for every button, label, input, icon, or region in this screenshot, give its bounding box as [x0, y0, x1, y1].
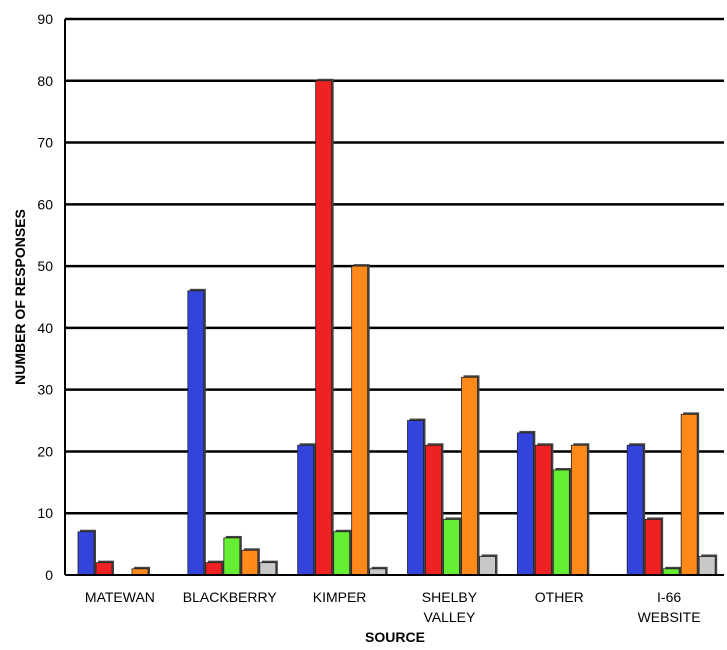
bar	[315, 80, 333, 576]
bar	[698, 556, 716, 576]
x-tick-label: OTHER	[535, 589, 584, 605]
x-tick-label: MATEWAN	[85, 589, 155, 605]
x-tick-label: I-66	[657, 589, 681, 605]
bar	[77, 531, 95, 576]
bar	[187, 290, 205, 576]
y-tick-label: 70	[37, 135, 53, 151]
bar	[644, 519, 662, 576]
y-tick-label: 30	[37, 382, 53, 398]
bar	[259, 562, 277, 576]
x-tick-label: BLACKBERRY	[183, 589, 278, 605]
bar	[534, 444, 552, 576]
y-tick-labels: 0 10 20 30 40 50 60 70 80 90	[37, 11, 53, 583]
bar	[95, 562, 113, 576]
bar	[680, 413, 698, 576]
y-tick-label: 80	[37, 73, 53, 89]
x-tick-label: WEBSITE	[638, 609, 701, 625]
bar	[407, 420, 424, 576]
bar	[297, 444, 315, 576]
bar	[479, 556, 496, 576]
bar	[205, 562, 223, 576]
bar	[443, 519, 460, 576]
y-tick-label: 0	[45, 567, 53, 583]
axes	[64, 19, 724, 576]
y-tick-label: 60	[37, 196, 53, 212]
x-axis-title: SOURCE	[365, 629, 425, 645]
y-tick-label: 20	[37, 443, 53, 459]
bar	[241, 549, 259, 576]
bar	[425, 444, 442, 576]
y-tick-label: 90	[37, 11, 53, 27]
y-axis-title: NUMBER OF RESPONSES	[12, 209, 28, 385]
gridlines	[65, 17, 724, 515]
bar	[552, 469, 570, 576]
bar	[516, 432, 534, 576]
y-tick-label: 50	[37, 258, 53, 274]
category-labels: MATEWAN BLACKBERRY KIMPER SHELBY VALLEY OTHER…	[85, 589, 701, 625]
bar	[333, 531, 351, 576]
x-tick-label: SHELBY	[422, 589, 478, 605]
y-tick-label: 40	[37, 320, 53, 336]
x-tick-label: VALLEY	[423, 609, 476, 625]
y-tick-label: 10	[37, 505, 53, 521]
bar	[626, 444, 644, 576]
bar	[223, 537, 241, 576]
x-tick-label: KIMPER	[313, 589, 367, 605]
bar	[351, 265, 369, 576]
bar	[461, 376, 478, 576]
bar	[570, 444, 588, 576]
